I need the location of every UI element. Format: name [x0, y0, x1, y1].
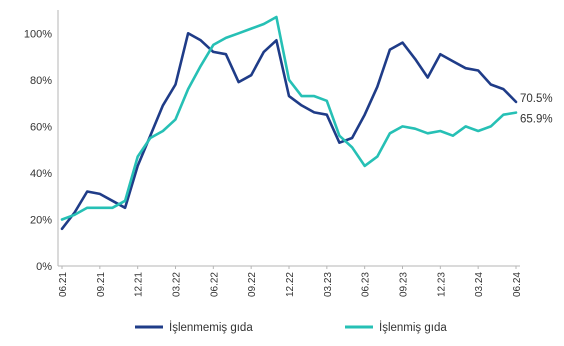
- series-lines: [60, 15, 518, 231]
- y-ticks: 0% 20% 40% 60% 80% 100%: [24, 28, 52, 273]
- y-tick-label: 40%: [30, 168, 52, 180]
- x-tick-label: 09.22: [247, 272, 258, 297]
- plot-area: 0%20%40%60%80%100% 06.21 09.21 12.21 03.22 0…: [24, 10, 553, 297]
- x-tick-label: 06.23: [361, 272, 372, 297]
- x-tick-label: 03.23: [323, 272, 334, 297]
- y-tick-label: 100%: [24, 28, 52, 40]
- series-end-label-1: 70.5%: [520, 93, 553, 105]
- x-tick-label: 03.22: [172, 272, 183, 297]
- x-tick-label: 06.22: [209, 272, 220, 297]
- series-line-2: [60, 15, 518, 221]
- x-tick-label: 12.22: [285, 272, 296, 297]
- y-tick-label: 0%: [36, 261, 52, 273]
- x-tick-label: 03.24: [474, 272, 485, 297]
- series-line-1: [60, 31, 518, 231]
- x-tick-label: 12.21: [134, 272, 145, 297]
- x-ticks: 06.21 09.21 12.21 03.22 06.22 09.22 12.22 03.23…: [58, 266, 523, 297]
- x-tick-label: 06.24: [512, 272, 523, 297]
- x-tick-label: 12.23: [436, 272, 447, 297]
- end-labels: 70.5% 65.9%: [520, 93, 553, 126]
- y-tick-label: 80%: [30, 75, 52, 87]
- x-tick-label: 06.21: [58, 272, 69, 297]
- x-tick-label: 09.23: [399, 272, 410, 297]
- legend-label-1: İşlenmemiş gıda: [169, 321, 253, 334]
- y-tick-label: 20%: [30, 214, 52, 226]
- series-end-label-2: 65.9%: [520, 114, 553, 126]
- legend: İşlenmemiş gıda İşlenmiş gıda: [135, 321, 447, 334]
- legend-label-2: İşlenmiş gıda: [379, 321, 447, 334]
- x-tick-label: 09.21: [96, 272, 107, 297]
- y-tick-label: 60%: [30, 121, 52, 133]
